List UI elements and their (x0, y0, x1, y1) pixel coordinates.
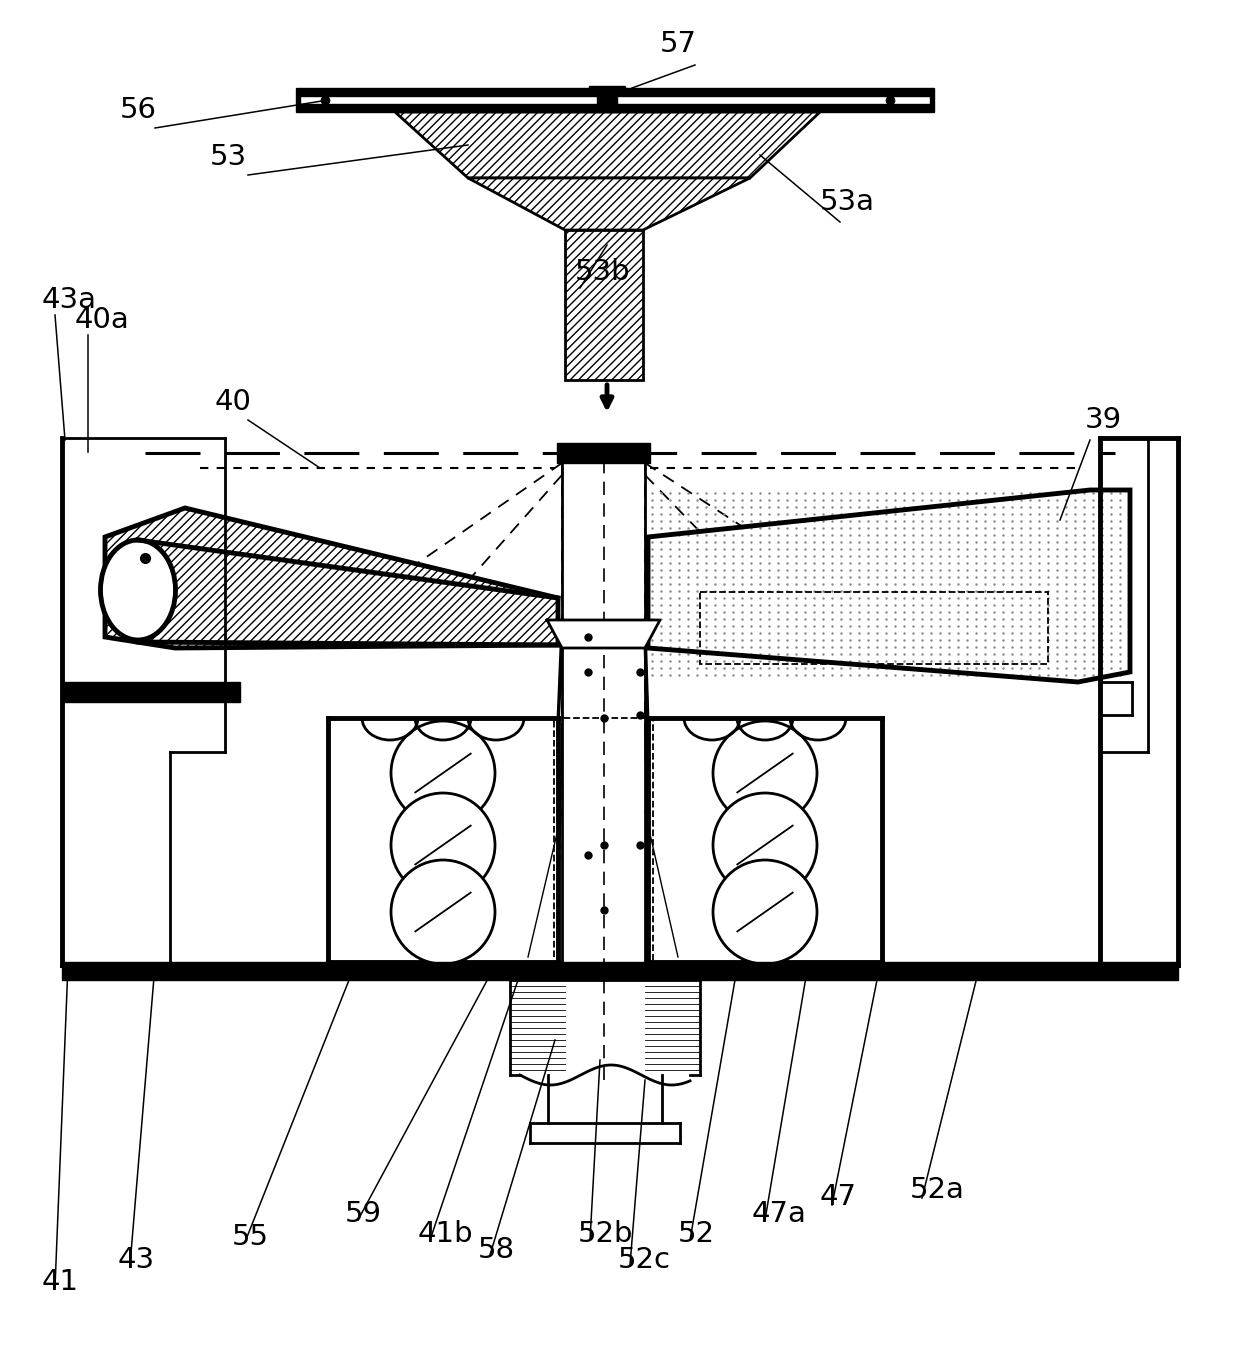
Polygon shape (565, 229, 644, 380)
Polygon shape (547, 620, 660, 647)
Text: 53: 53 (210, 143, 247, 171)
Polygon shape (300, 87, 930, 96)
Polygon shape (467, 178, 750, 229)
Polygon shape (565, 229, 644, 380)
Polygon shape (930, 87, 934, 112)
Text: 41: 41 (42, 1268, 79, 1296)
Text: 40a: 40a (74, 306, 130, 335)
Polygon shape (105, 508, 558, 647)
Text: 53a: 53a (820, 189, 875, 216)
Polygon shape (396, 112, 820, 178)
Polygon shape (589, 86, 625, 92)
Text: 40: 40 (215, 388, 252, 417)
Text: 53b: 53b (575, 258, 631, 285)
Text: 59: 59 (345, 1199, 382, 1228)
Text: 56: 56 (120, 96, 157, 124)
Text: 43: 43 (118, 1246, 155, 1274)
Text: 47a: 47a (751, 1199, 807, 1228)
Bar (701, 591, 1048, 664)
Ellipse shape (100, 540, 176, 641)
Polygon shape (62, 682, 241, 702)
Circle shape (391, 861, 495, 964)
Polygon shape (296, 87, 300, 112)
Circle shape (713, 794, 817, 897)
Circle shape (713, 861, 817, 964)
Text: 52: 52 (678, 1220, 715, 1249)
Polygon shape (105, 508, 558, 647)
Polygon shape (596, 92, 618, 108)
Text: 39: 39 (1085, 406, 1122, 434)
Polygon shape (396, 112, 820, 178)
Circle shape (391, 721, 495, 825)
Text: 58: 58 (477, 1236, 515, 1264)
Polygon shape (467, 178, 750, 229)
Polygon shape (300, 104, 930, 112)
Text: 55: 55 (232, 1223, 269, 1251)
Polygon shape (62, 962, 1178, 979)
Circle shape (391, 794, 495, 897)
Polygon shape (557, 443, 650, 463)
Text: 41b: 41b (418, 1220, 474, 1249)
Polygon shape (300, 96, 930, 104)
Text: 52c: 52c (618, 1246, 671, 1274)
Text: 52a: 52a (910, 1176, 965, 1203)
Text: 43a: 43a (42, 285, 97, 314)
Text: 52b: 52b (578, 1220, 634, 1249)
Circle shape (713, 721, 817, 825)
Text: 47: 47 (820, 1183, 857, 1212)
Polygon shape (649, 490, 1130, 682)
Ellipse shape (100, 540, 176, 641)
Text: 57: 57 (660, 30, 697, 57)
Bar (554, 719, 653, 973)
